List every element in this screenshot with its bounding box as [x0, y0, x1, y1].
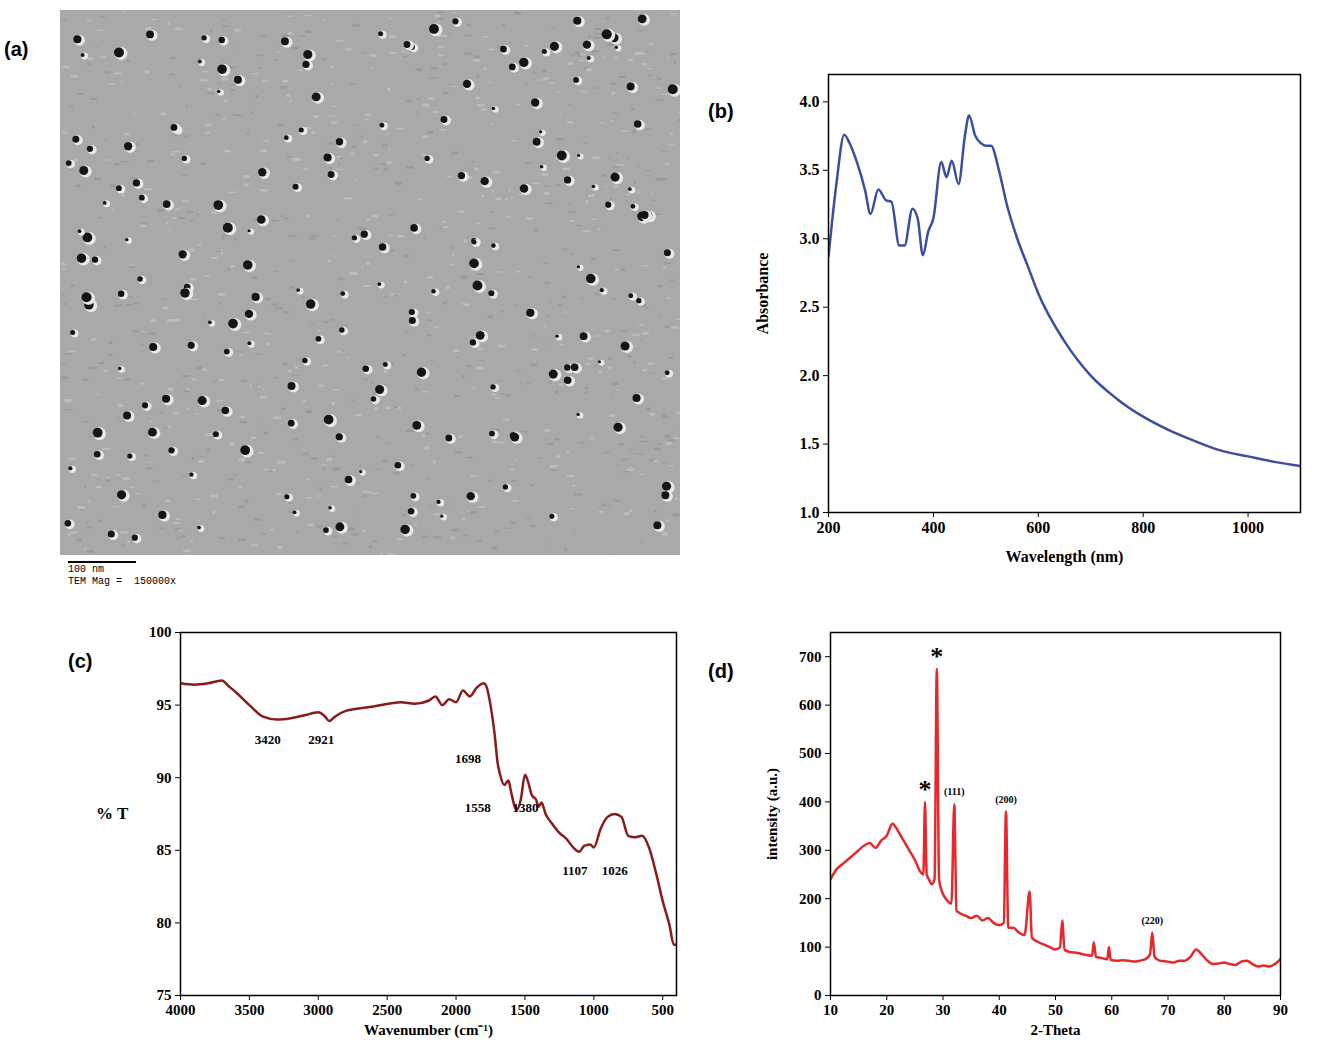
svg-text:3.5: 3.5: [800, 161, 820, 178]
svg-text:Wavenumber (cm⁻¹): Wavenumber (cm⁻¹): [364, 1022, 493, 1039]
svg-text:2.5: 2.5: [800, 298, 820, 315]
svg-text:30: 30: [936, 1002, 951, 1018]
svg-text:1.5: 1.5: [800, 435, 820, 452]
svg-text:80: 80: [1217, 1002, 1232, 1018]
svg-text:3500: 3500: [234, 1002, 264, 1018]
svg-text:1500: 1500: [510, 1002, 540, 1018]
svg-text:2.0: 2.0: [800, 367, 820, 384]
svg-text:4.0: 4.0: [800, 93, 820, 110]
svg-text:300: 300: [799, 842, 822, 858]
html-text:100 nm: 100 nm: [68, 564, 104, 575]
svg-text:4000: 4000: [166, 1002, 196, 1018]
html-text:(c): (c): [68, 650, 93, 672]
svg-text:800: 800: [1131, 519, 1155, 536]
svg-text:2-Theta: 2-Theta: [1031, 1022, 1081, 1038]
svg-text:400: 400: [799, 794, 822, 810]
svg-text:20: 20: [879, 1002, 894, 1018]
svg-text:80: 80: [157, 915, 172, 931]
svg-text:(111): (111): [944, 786, 965, 798]
svg-text:1558: 1558: [465, 800, 492, 815]
svg-text:500: 500: [651, 1002, 674, 1018]
svg-text:1698: 1698: [455, 751, 482, 766]
svg-text:2500: 2500: [372, 1002, 402, 1018]
svg-text:1000: 1000: [1232, 519, 1264, 536]
svg-text:95: 95: [157, 697, 172, 713]
svg-text:70: 70: [1161, 1002, 1176, 1018]
svg-text:500: 500: [799, 745, 822, 761]
svg-text:75: 75: [157, 987, 172, 1003]
svg-text:200: 200: [817, 519, 841, 536]
svg-text:90: 90: [157, 770, 172, 786]
svg-text:100: 100: [149, 624, 172, 640]
svg-text:(220): (220): [1141, 915, 1163, 927]
svg-text:3420: 3420: [255, 732, 281, 747]
svg-text:400: 400: [921, 519, 945, 536]
svg-text:(200): (200): [995, 794, 1017, 806]
html-text:(b): (b): [708, 100, 734, 122]
svg-text:60: 60: [1104, 1002, 1119, 1018]
svg-text:10: 10: [823, 1002, 838, 1018]
svg-text:700: 700: [799, 649, 822, 665]
svg-text:200: 200: [799, 891, 822, 907]
svg-text:50: 50: [1048, 1002, 1063, 1018]
svg-text:3.0: 3.0: [800, 230, 820, 247]
svg-text:Absorbance: Absorbance: [754, 253, 771, 335]
svg-text:1.0: 1.0: [799, 503, 820, 521]
svg-text:1000: 1000: [579, 1002, 609, 1018]
svg-text:1380: 1380: [512, 800, 538, 815]
svg-text:600: 600: [799, 697, 822, 713]
html-text:% T: % T: [96, 803, 129, 823]
svg-text:*: *: [930, 642, 943, 671]
svg-text:3000: 3000: [303, 1002, 333, 1018]
svg-text:90: 90: [1273, 1002, 1288, 1018]
svg-text:1107: 1107: [562, 863, 588, 878]
html-text:TEM Mag = 150000x: TEM Mag = 150000x: [68, 576, 176, 587]
html-text:(a): (a): [4, 38, 29, 60]
svg-text:1026: 1026: [602, 863, 629, 878]
svg-text:2000: 2000: [441, 1002, 471, 1018]
html-text:(d): (d): [708, 660, 734, 682]
svg-text:40: 40: [992, 1002, 1007, 1018]
svg-text:600: 600: [1026, 519, 1050, 536]
svg-text:0: 0: [814, 987, 822, 1003]
svg-text:Wavelength (nm): Wavelength (nm): [1006, 548, 1124, 566]
svg-text:intensity (a.u.): intensity (a.u.): [764, 768, 781, 860]
svg-text:2921: 2921: [308, 732, 334, 747]
svg-text:85: 85: [157, 842, 172, 858]
svg-text:*: *: [919, 775, 932, 804]
svg-text:100: 100: [799, 939, 822, 955]
